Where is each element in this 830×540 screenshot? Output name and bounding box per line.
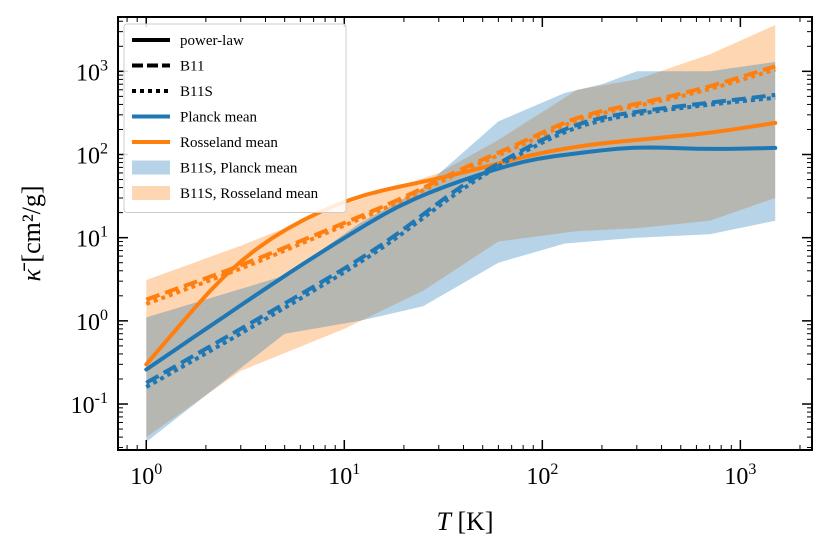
x-tick-label-base: 10 [526,464,550,490]
x-tick-label-base: 10 [724,464,748,490]
x-tick-label: 100 [130,461,162,490]
series-power-law-planck-mean [144,145,778,372]
legend-entry-rosseland-mean: Rosseland mean [132,135,278,151]
legend-entry-b11s-planck-mean: B11S, Planck mean [132,160,298,177]
series-B11-rosseland-mean [145,64,776,302]
x-tick-label: 103 [724,461,756,490]
y-tick-label-exponent: 3 [100,57,108,74]
x-axis-label: T [K] [436,507,493,536]
x-tick-label-base: 10 [328,464,352,490]
bands-layer [146,25,776,442]
legend-swatch [132,160,170,175]
legend-entry-b11: B11 [132,59,204,75]
x-tick-label-base: 10 [130,464,154,490]
y-tick-label: 10-1 [71,390,108,419]
series-layer [144,64,778,389]
x-tick-label-exponent: 0 [154,461,162,478]
legend-swatch [132,186,170,200]
series-B11S-planck-mean [145,95,776,389]
legend-entry-planck-mean: Planck mean [132,110,258,126]
x-tick-label-exponent: 3 [748,461,756,478]
y-tick-label-exponent: 1 [100,224,108,241]
y-tick-label-base: 10 [76,227,100,253]
x-axis-label-italic: T [436,507,452,536]
plot-frame [117,16,813,451]
legend-label: power-law [180,33,244,49]
y-tick-label-exponent: -1 [95,390,108,407]
legend-label: B11 [180,59,204,75]
series-B11-planck-mean [145,92,776,385]
y-tick-label-base: 10 [76,60,100,86]
x-tick-label-exponent: 1 [352,461,360,478]
y-tick-label: 101 [76,224,108,253]
legend-entry-power-law: power-law [132,33,244,49]
x-axis-label-rest: [K] [451,507,494,536]
y-axis-label: κ̄ [cm²/g] [17,185,46,281]
legend-label: B11S [180,84,213,100]
band-b11s-rosseland [146,25,776,438]
y-tick-label: 100 [76,307,108,336]
y-tick-label-exponent: 0 [100,307,108,324]
band-b11s-planck [146,61,776,442]
y-tick-label-base: 10 [71,393,95,419]
legend-label: Planck mean [180,110,258,126]
y-tick-label-exponent: 2 [100,141,108,158]
legend-label: Rosseland mean [180,135,278,151]
y-tick-label: 103 [76,57,108,86]
y-tick-label-base: 10 [76,310,100,336]
legend-entry-b11s: B11S [132,84,213,100]
y-axis-label-rest: [cm²/g] [17,185,46,269]
y-tick-label: 102 [76,141,108,170]
legend: power-law B11 B11S Planck mean Rosseland mea… [123,23,347,213]
legend-entry-b11s-rosseland-mean: B11S, Rosseland mean [132,186,319,202]
legend-box [123,23,347,213]
x-tick-label: 102 [526,461,558,490]
legend-label: B11S, Rosseland mean [180,186,319,202]
legend-label: B11S, Planck mean [180,161,298,177]
x-tick-label: 101 [328,461,360,490]
series-power-law-rosseland-mean [144,120,778,367]
y-tick-label-base: 10 [76,144,100,170]
x-tick-label-exponent: 2 [550,461,558,478]
